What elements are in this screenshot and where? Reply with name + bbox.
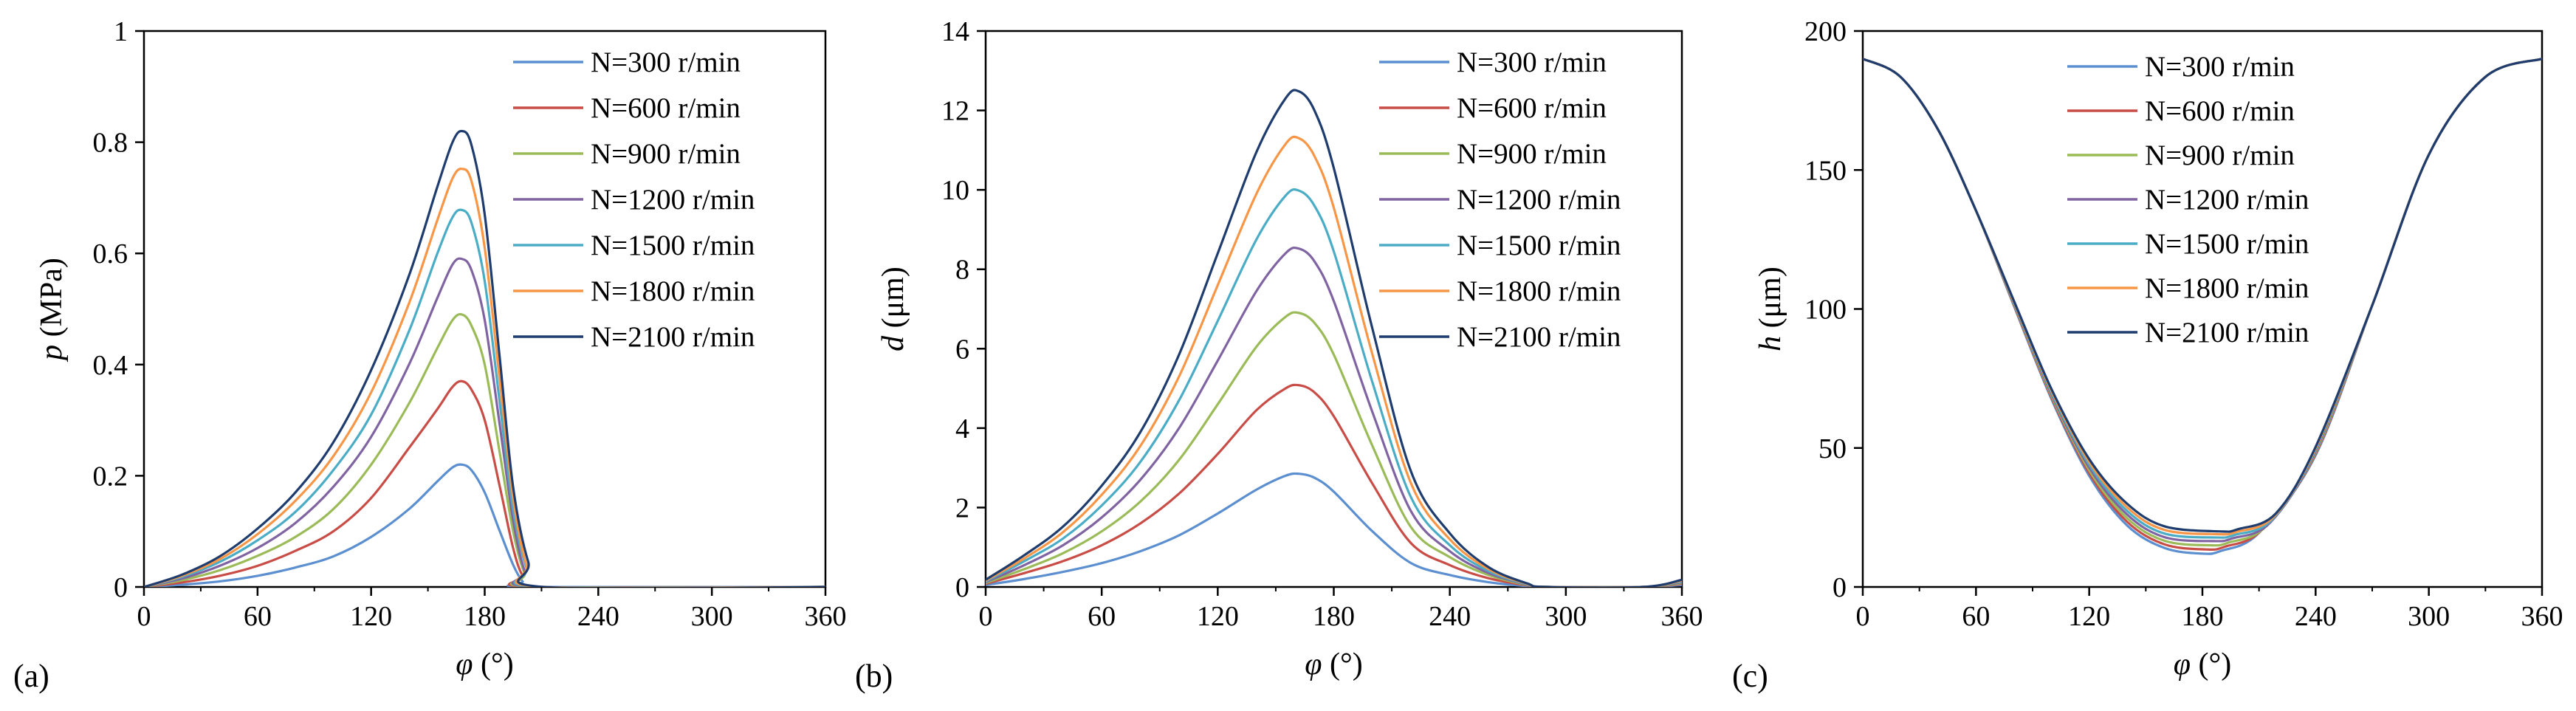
y-tick-label: 2 [955,492,969,523]
y-tick-label: 14 [941,16,969,47]
x-tick-label: 120 [350,601,392,632]
series-line-3 [986,311,1682,587]
series-line-6 [144,168,825,587]
legend-entry: N=600 r/min [2145,95,2295,127]
legend-entry: N=900 r/min [591,138,741,170]
legend-entry: N=900 r/min [1457,138,1607,170]
legend-entry: N=2100 r/min [591,321,755,353]
y-tick-label: 10 [941,175,969,206]
legend-entry: N=1500 r/min [591,230,755,261]
y-tick-label: 0 [1833,572,1847,603]
x-tick-label: 240 [577,601,619,632]
legend-entry: N=1200 r/min [1457,184,1621,216]
series-line-1 [986,472,1682,587]
panel-label: (b) [855,658,893,694]
y-tick-label: 4 [955,413,969,444]
y-tick-label: 200 [1804,16,1847,47]
x-tick-label: 180 [2182,601,2224,632]
y-tick-label: 1 [114,16,128,47]
x-tick-label: 360 [2521,601,2563,632]
legend-entry: N=2100 r/min [1457,321,1621,353]
x-tick-label: 120 [2068,601,2110,632]
x-tick-label: 180 [464,601,506,632]
y-axis-label: d (μm) [876,267,910,351]
legend-entry: N=2100 r/min [2145,317,2309,348]
x-axis-label: φ (°) [2174,648,2232,681]
chart-panel-1: 0 60 120 180 240 300 360 0 0.2 0.4 0.6 0.8 1 φ (°) p (… [13,16,847,694]
y-axis-label: p (MPa) [35,258,69,363]
legend-entry: N=300 r/min [2145,51,2295,83]
x-tick-label: 360 [805,601,847,632]
x-tick-label: 0 [1856,601,1870,632]
x-tick-label: 180 [1313,601,1355,632]
y-tick-label: 50 [1818,433,1847,464]
panel-label: (c) [1732,658,1768,694]
legend-entry: N=1200 r/min [2145,184,2309,216]
series-line-2 [144,379,825,587]
y-tick-label: 0.8 [93,128,128,159]
y-tick-label: 8 [955,255,969,286]
x-tick-label: 300 [1545,601,1587,632]
chart-panel-3: 0 60 120 180 240 300 360 0 50 100 150 200 φ (°) h (μm… [1732,16,2563,694]
y-tick-label: 0.2 [93,461,128,492]
x-tick-label: 60 [1088,601,1116,632]
legend-entry: N=1800 r/min [591,275,755,307]
series-line-5 [144,208,825,587]
series-line-7 [144,129,825,587]
x-axis-label: φ (°) [1305,648,1363,681]
y-tick-label: 6 [955,334,969,365]
x-tick-label: 60 [244,601,272,632]
legend-entry: N=1500 r/min [2145,228,2309,260]
legend-entry: N=300 r/min [1457,47,1607,78]
legend-entry: N=1800 r/min [2145,272,2309,304]
y-tick-label: 0.4 [93,350,128,381]
panel-label: (a) [13,658,49,694]
y-axis-label: h (μm) [1754,267,1787,351]
series-line-2 [986,383,1682,587]
x-tick-label: 300 [691,601,733,632]
x-tick-label: 240 [2295,601,2337,632]
y-tick-label: 0 [955,572,969,603]
x-axis-label: φ (°) [456,648,514,681]
x-tick-label: 0 [137,601,151,632]
legend-entry: N=300 r/min [591,47,741,78]
y-tick-label: 0.6 [93,238,128,269]
x-tick-label: 0 [979,601,993,632]
y-tick-label: 0 [114,572,128,603]
legend-entry: N=1800 r/min [1457,275,1621,307]
x-tick-label: 300 [2408,601,2450,632]
series-line-7 [1863,58,2542,533]
legend-entry: N=600 r/min [1457,92,1607,124]
series-line-7 [986,89,1682,587]
legend-entry: N=1500 r/min [1457,230,1621,261]
x-tick-label: 60 [1962,601,1990,632]
chart-panel-2: 0 60 120 180 240 300 360 0 2 4 6 8 10 12 14 φ (°) d (μm)… [855,16,1703,694]
legend-entry: N=1200 r/min [591,184,755,216]
x-tick-label: 360 [1661,601,1703,632]
x-tick-label: 120 [1197,601,1239,632]
y-tick-label: 100 [1804,295,1847,326]
y-tick-label: 150 [1804,155,1847,186]
legend-entry: N=600 r/min [591,92,741,124]
x-tick-label: 240 [1429,601,1471,632]
y-tick-label: 12 [941,96,969,127]
legend-entry: N=900 r/min [2145,140,2295,171]
